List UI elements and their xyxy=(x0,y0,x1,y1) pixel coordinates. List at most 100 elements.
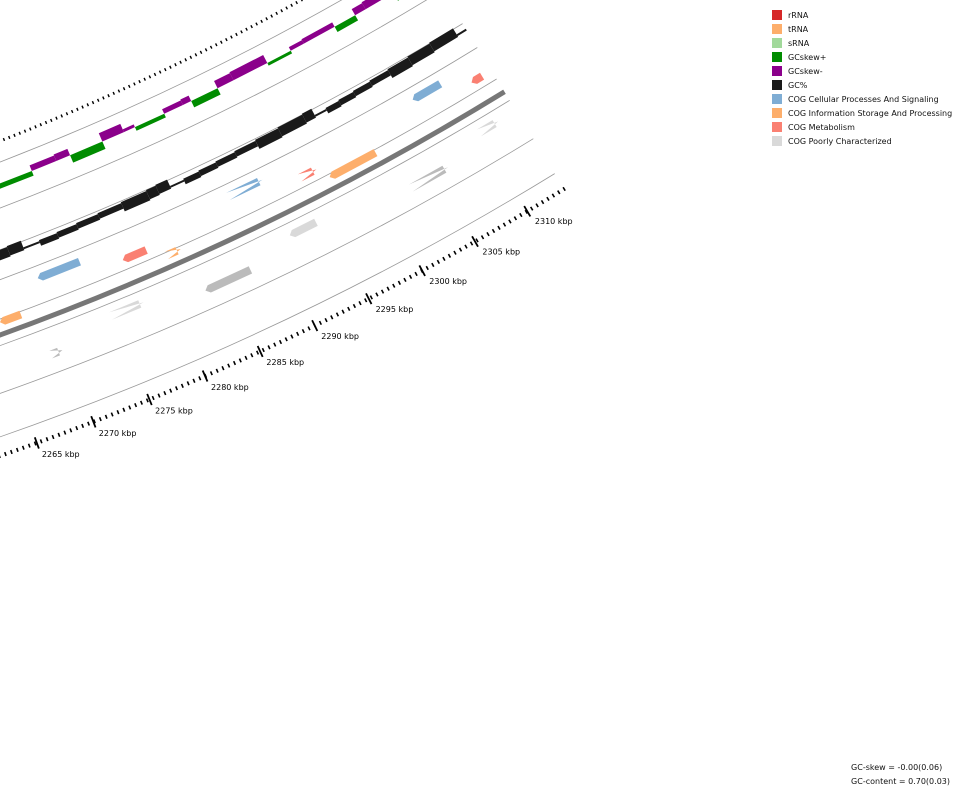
inner-minor-tick xyxy=(107,94,110,98)
minor-tick xyxy=(301,328,305,334)
gc-content-segment xyxy=(97,203,124,219)
minor-tick xyxy=(92,419,96,424)
minor-tick xyxy=(51,434,55,440)
minor-tick xyxy=(513,216,518,221)
minor-tick xyxy=(318,320,323,326)
minor-tick xyxy=(502,222,507,227)
minor-tick xyxy=(81,423,85,429)
minor-tick xyxy=(27,443,31,448)
gc-skew-segment xyxy=(301,22,335,44)
minor-tick xyxy=(546,196,550,201)
minor-tick xyxy=(104,414,108,419)
minor-tick xyxy=(98,416,102,422)
guide-arc xyxy=(0,78,497,320)
inner-minor-tick xyxy=(112,91,116,96)
inner-minor-tick xyxy=(91,100,95,105)
guide-arc xyxy=(0,23,463,251)
guide-arc xyxy=(0,99,510,346)
gene-arrow xyxy=(0,310,23,325)
gc-content-segment xyxy=(215,152,238,167)
major-tick xyxy=(418,264,426,277)
gc-skew-segment xyxy=(267,50,293,66)
gc-skew-segment xyxy=(334,15,359,33)
gc-content-track xyxy=(0,28,467,261)
gc-content-segment xyxy=(314,108,327,117)
minor-tick xyxy=(157,393,161,398)
inner-minor-tick xyxy=(44,120,48,125)
inner-tick-ruler xyxy=(2,0,303,142)
inner-minor-tick xyxy=(220,40,223,44)
inner-minor-tick xyxy=(18,131,21,135)
inner-minor-tick xyxy=(214,43,218,47)
tick-label: 2265 kbp xyxy=(42,450,80,459)
guide-arc xyxy=(0,47,478,281)
inner-minor-tick xyxy=(76,107,79,111)
legend-item-rrna: rRNA xyxy=(772,8,952,22)
legend-swatch-srna xyxy=(772,38,782,48)
gc-skew-segment xyxy=(351,3,366,16)
minor-tick xyxy=(469,241,474,246)
inner-minor-tick xyxy=(209,45,213,49)
inner-minor-tick xyxy=(270,14,274,18)
gene-arrow xyxy=(297,167,317,182)
gc-content-segment xyxy=(120,191,151,212)
gc-content-segment xyxy=(255,128,283,149)
minor-tick xyxy=(15,447,19,453)
legend-item-cog-cellular: COG Cellular Processes And Signaling xyxy=(772,92,952,106)
major-tick xyxy=(523,205,532,217)
gene-arrow xyxy=(164,247,181,260)
inner-minor-tick xyxy=(70,109,74,114)
minor-tick xyxy=(324,317,328,323)
minor-tick xyxy=(39,439,43,444)
inner-minor-tick xyxy=(235,32,238,37)
legend-label: rRNA xyxy=(788,10,809,20)
minor-tick xyxy=(453,250,457,255)
gc-skew-segment xyxy=(134,113,166,131)
minor-tick xyxy=(408,274,413,280)
major-tick xyxy=(256,345,264,358)
minor-tick xyxy=(186,381,190,386)
outer-coordinate-ruler: 2310 kbp 2305 kbp 2300 kbp 2295 kbp 2290 kbp… xyxy=(0,186,573,459)
minor-tick xyxy=(180,383,184,388)
minor-tick xyxy=(75,425,79,431)
legend-swatch-cog-metabolism xyxy=(772,122,782,132)
major-tick xyxy=(90,415,97,428)
minor-tick xyxy=(491,228,496,234)
legend-swatch-trna xyxy=(772,24,782,34)
inner-minor-tick xyxy=(117,89,121,93)
minor-tick xyxy=(145,398,149,403)
inner-minor-tick xyxy=(290,3,293,7)
inner-minor-tick xyxy=(245,27,248,31)
minor-tick xyxy=(290,334,294,339)
legend-label: GC% xyxy=(788,80,808,90)
minor-tick xyxy=(519,212,523,218)
legend-label: sRNA xyxy=(788,38,810,48)
minor-tick xyxy=(442,256,446,262)
major-tick xyxy=(365,292,373,305)
guide-arc xyxy=(0,138,534,394)
inner-minor-tick xyxy=(23,129,27,133)
minor-tick xyxy=(175,386,179,391)
guide-arc xyxy=(0,0,428,209)
gc-content-segment xyxy=(234,140,259,157)
legend-swatch-gc-percent xyxy=(772,80,782,90)
minor-tick xyxy=(540,199,545,205)
minor-tick xyxy=(397,280,402,285)
tick-label: 2275 kbp xyxy=(155,406,193,415)
minor-tick xyxy=(284,337,288,342)
gene-features xyxy=(0,72,499,359)
inner-minor-tick xyxy=(255,22,258,26)
gc-skew-segment xyxy=(191,88,221,108)
minor-tick xyxy=(480,235,485,240)
gc-skew-segment xyxy=(122,124,135,133)
inner-minor-tick xyxy=(86,103,90,107)
legend: rRNA tRNA sRNA GCskew+ GCskew- GC% COG C… xyxy=(772,8,952,148)
minor-tick xyxy=(267,345,271,350)
gc-content-segment xyxy=(325,100,342,114)
gene-arrow xyxy=(108,300,144,320)
gc-content-segment xyxy=(155,179,172,194)
major-tick xyxy=(201,370,209,382)
legend-swatch-cog-cellular xyxy=(772,94,782,104)
minor-tick xyxy=(122,407,126,412)
minor-tick xyxy=(375,292,379,297)
